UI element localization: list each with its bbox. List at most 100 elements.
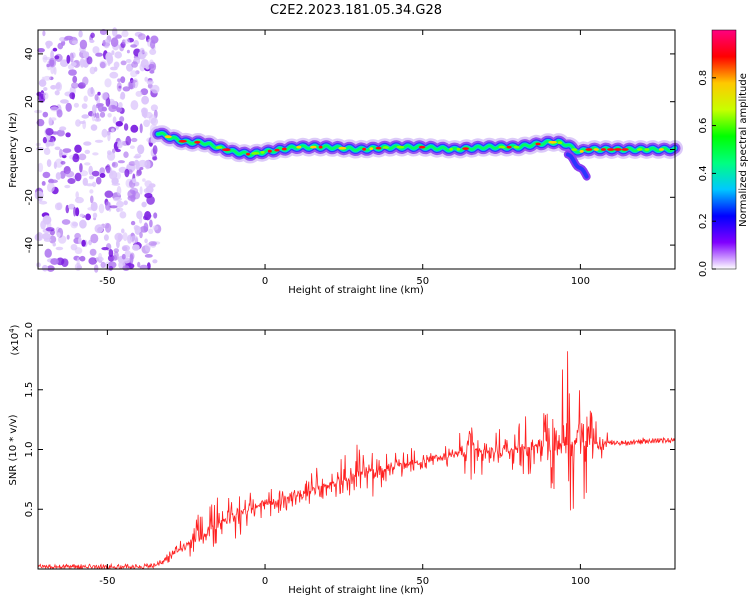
noise-blob	[50, 85, 57, 90]
noise-blob	[92, 104, 97, 114]
noise-blob	[52, 242, 56, 247]
noise-blob	[54, 146, 61, 151]
noise-blob	[105, 97, 111, 107]
noise-blob	[146, 80, 154, 85]
noise-blob	[50, 258, 59, 265]
noise-blob	[94, 118, 102, 122]
noise-blob	[142, 178, 146, 182]
noise-blob	[65, 102, 72, 112]
noise-blob	[95, 52, 103, 57]
noise-blob	[148, 63, 155, 69]
noise-blob	[90, 233, 99, 244]
noise-blob	[78, 153, 87, 161]
noise-blob	[85, 183, 94, 187]
noise-blob	[42, 215, 52, 225]
noise-blob	[61, 154, 67, 159]
noise-blob	[99, 61, 106, 69]
noise-blob	[101, 92, 109, 100]
noise-blob	[150, 104, 158, 112]
noise-blob	[138, 159, 148, 168]
noise-blob	[117, 160, 125, 164]
signal-hotspot	[600, 148, 607, 151]
noise-blob	[60, 160, 66, 165]
signal-hotspot	[548, 140, 557, 144]
noise-blob	[116, 82, 122, 92]
noise-blob	[120, 91, 126, 100]
noise-blob	[79, 219, 87, 229]
noise-blob	[88, 165, 93, 176]
colorbar-frame	[711, 29, 737, 270]
noise-blob	[108, 265, 114, 271]
snr-ylabel: SNR (10 * v/v)	[8, 414, 19, 485]
signal-hotspot	[338, 146, 347, 150]
noise-blob	[66, 234, 70, 240]
noise-blob	[47, 182, 55, 193]
noise-blob	[99, 167, 105, 175]
noise-blob	[45, 128, 54, 136]
signal-hotspot	[585, 148, 593, 151]
noise-blob	[57, 42, 64, 50]
noise-blob	[152, 259, 158, 264]
noise-blob	[92, 212, 98, 219]
noise-blob	[90, 195, 94, 204]
snr-axes: -50 0 50 100 0.5 1.0 1.5 2.0	[24, 322, 675, 587]
noise-blob	[135, 173, 140, 177]
noise-blob	[144, 211, 152, 221]
y-tick-label: -20	[24, 189, 35, 205]
noise-blob	[56, 257, 65, 266]
noise-blob	[79, 213, 85, 218]
noise-blob	[118, 102, 123, 108]
noise-blob	[72, 154, 80, 163]
signal-hotspot	[382, 146, 389, 149]
noise-blob	[115, 172, 121, 180]
noise-blob	[132, 244, 140, 251]
signal-hotspot	[658, 148, 664, 151]
noise-blob	[88, 175, 95, 180]
noise-blob	[119, 116, 125, 123]
noise-blob	[105, 164, 111, 174]
noise-blob	[59, 170, 66, 179]
signal-hotspot	[281, 147, 287, 151]
noise-blob	[111, 128, 115, 133]
noise-blob	[73, 206, 77, 217]
noise-blob	[81, 103, 88, 109]
noise-blob	[64, 184, 71, 189]
snr-plot-area	[38, 330, 675, 569]
noise-blob	[109, 171, 114, 176]
noise-blob	[140, 107, 149, 115]
signal-hotspot	[178, 139, 187, 143]
noise-blob	[110, 37, 119, 48]
signal-hotspot	[221, 148, 231, 152]
noise-blob	[74, 144, 82, 153]
noise-blob	[144, 238, 148, 244]
noise-blob	[56, 232, 61, 238]
noise-blob	[90, 124, 98, 131]
noise-blob	[78, 30, 83, 38]
signal-hotspot	[362, 147, 366, 151]
noise-blob	[131, 61, 139, 68]
noise-blob	[71, 40, 78, 45]
noise-blob	[81, 114, 89, 119]
noise-blob	[83, 141, 92, 146]
noise-blob	[106, 54, 114, 65]
noise-blob	[116, 207, 120, 213]
noise-blob	[124, 38, 130, 44]
noise-blob	[115, 34, 122, 39]
noise-blob	[69, 92, 76, 100]
signal-hotspot	[318, 145, 323, 149]
noise-blob	[123, 123, 129, 131]
noise-blob	[150, 117, 159, 126]
signal-hotspot	[164, 135, 172, 139]
signal-hotspot	[614, 148, 622, 151]
noise-blob	[90, 201, 98, 212]
noise-blob	[131, 137, 138, 143]
signal-hotspot	[418, 145, 426, 149]
colorbar-tick-label: 0.4	[698, 165, 709, 181]
noise-blob	[123, 200, 128, 206]
noise-blob	[127, 80, 136, 90]
colorbar-tick-label: 0.0	[698, 261, 709, 277]
noise-blob	[43, 92, 49, 100]
noise-blob	[94, 139, 104, 143]
noise-blob	[36, 147, 45, 151]
